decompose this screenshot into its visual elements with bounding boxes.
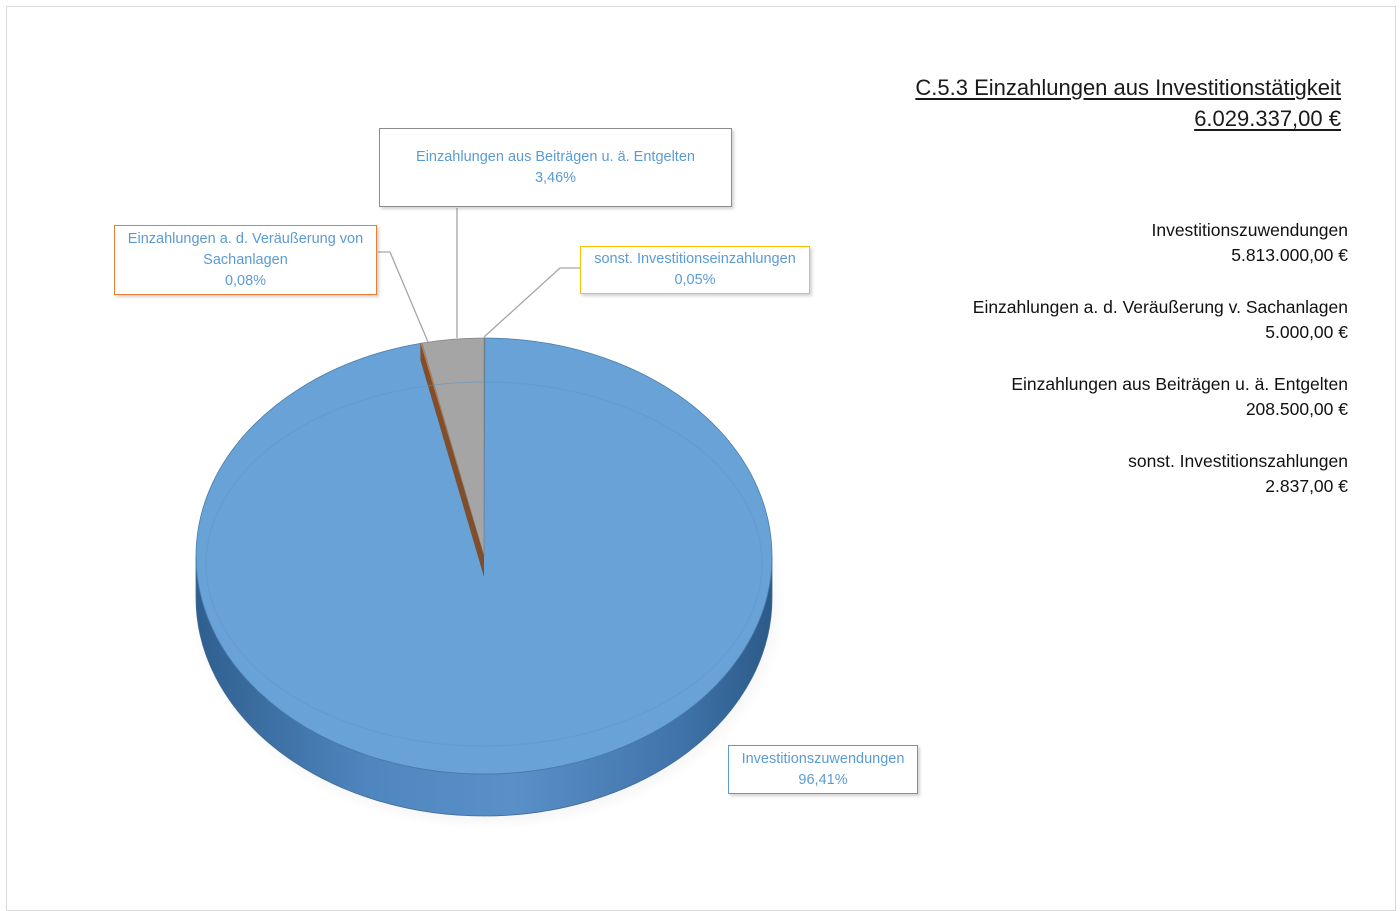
summary-label: Einzahlungen aus Beiträgen u. ä. Entgelt… xyxy=(1011,374,1348,394)
chart-title-total: 6.029.337,00 € xyxy=(1194,106,1341,131)
amount-summary: Investitionszuwendungen 5.813.000,00 € E… xyxy=(973,218,1348,526)
data-label-veraeusserung: Einzahlungen a. d. Veräußerung von Sacha… xyxy=(114,225,377,295)
chart-title: C.5.3 Einzahlungen aus Investitionstätig… xyxy=(915,72,1341,134)
summary-label: Einzahlungen a. d. Veräußerung v. Sachan… xyxy=(972,297,1348,317)
data-label-name: Einzahlungen aus Beiträgen u. ä. Entgelt… xyxy=(416,148,695,165)
summary-amount: 5.000,00 € xyxy=(1265,322,1348,342)
leader-line-2 xyxy=(483,267,580,338)
data-label-name: sonst. Investitionseinzahlungen xyxy=(594,251,796,267)
pie-slice-3 xyxy=(421,337,485,557)
summary-item-veraeusserung: Einzahlungen a. d. Veräußerung v. Sachan… xyxy=(973,295,1348,345)
data-label-percent: 3,46% xyxy=(534,169,577,186)
data-label-percent: 96,41% xyxy=(798,771,848,788)
data-label-name: Investitionszuwendungen xyxy=(741,750,905,767)
pie-cut-wall xyxy=(420,343,484,577)
summary-item-beitraege: Einzahlungen aus Beiträgen u. ä. Entgelt… xyxy=(973,372,1348,422)
summary-amount: 208.500,00 € xyxy=(1245,399,1348,419)
summary-item-zuwendungen: Investitionszuwendungen 5.813.000,00 € xyxy=(973,218,1348,268)
data-label-zuwendungen: Investitionszuwendungen 96,41% xyxy=(728,745,918,794)
data-label-sonst: sonst. Investitionseinzahlungen 0,05% xyxy=(580,246,810,294)
data-label-percent: 0,08% xyxy=(224,272,267,289)
leader-line-1 xyxy=(378,251,429,343)
data-label-beitraege: Einzahlungen aus Beiträgen u. ä. Entgelt… xyxy=(379,128,732,207)
summary-amount: 5.813.000,00 € xyxy=(1231,245,1348,265)
summary-item-sonst: sonst. Investitionszahlungen 2.837,00 € xyxy=(973,449,1348,499)
data-label-percent: 0,05% xyxy=(674,272,716,288)
chart-title-text: C.5.3 Einzahlungen aus Investitionstätig… xyxy=(915,75,1341,100)
pie-bevel xyxy=(205,381,763,747)
data-label-name: Einzahlungen a. d. Veräußerung von xyxy=(127,230,364,247)
data-label-name-cont: Sachanlagen xyxy=(203,251,288,268)
summary-label: Investitionszuwendungen xyxy=(1151,220,1348,240)
summary-label: sonst. Investitionszahlungen xyxy=(1128,451,1348,471)
summary-amount: 2.837,00 € xyxy=(1265,476,1348,496)
